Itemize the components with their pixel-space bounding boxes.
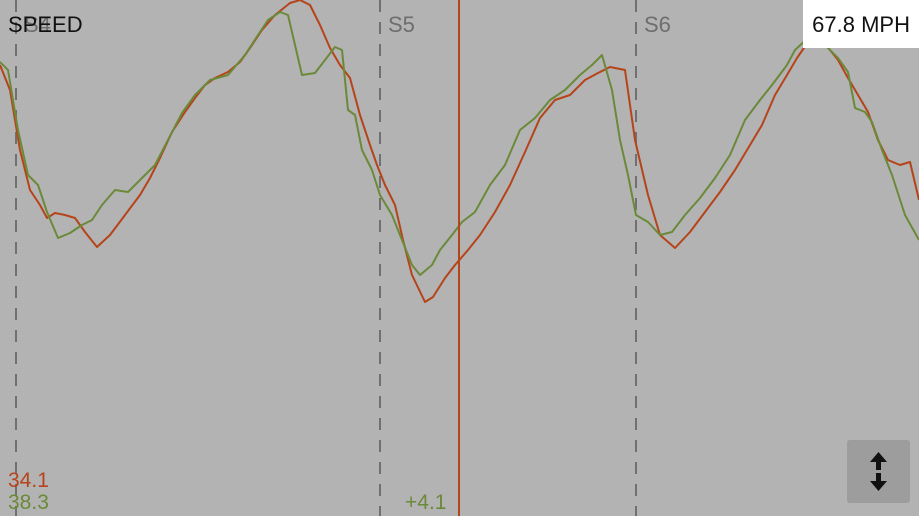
reference-lap-value: 34.1 xyxy=(8,469,49,492)
swap-laps-button[interactable] xyxy=(847,440,910,503)
cmp-series-line xyxy=(0,11,919,276)
speed-readout: 67.8 MPH xyxy=(803,0,919,48)
chart-title: SPEED xyxy=(8,12,83,37)
compare-lap-value: 38.3 xyxy=(8,491,49,514)
delta-value: +4.1 xyxy=(405,491,447,514)
sector-label-s4: S4 xyxy=(24,12,51,37)
swap-vertical-icon xyxy=(870,452,887,491)
sector-label-s6: S6 xyxy=(644,12,671,37)
sector-label-s5: S5 xyxy=(388,12,415,37)
ref-series-line xyxy=(0,0,919,303)
